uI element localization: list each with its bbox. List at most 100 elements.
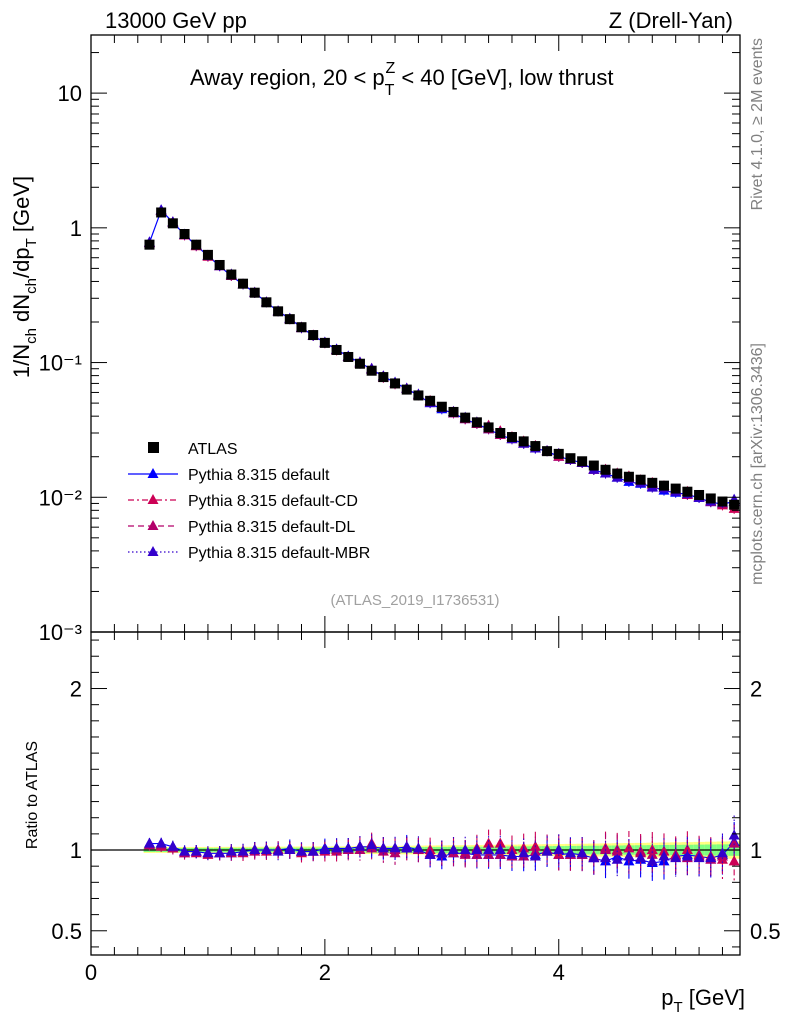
atlas-point xyxy=(156,207,167,218)
atlas-point xyxy=(471,417,482,428)
ratio-point xyxy=(600,852,612,863)
atlas-point xyxy=(401,384,412,395)
ratio-point xyxy=(646,848,658,859)
ratio-point xyxy=(436,847,448,858)
atlas-point xyxy=(623,471,634,482)
atlas-point xyxy=(600,464,611,475)
ratio-ytick-label-right: 1 xyxy=(750,838,762,863)
ratio-point xyxy=(167,840,179,851)
ratio-xtick-labels: 0 2 4 xyxy=(85,960,565,985)
atlas-point xyxy=(144,239,155,250)
atlas-point xyxy=(705,493,716,504)
legend-marker xyxy=(148,442,159,453)
process-label: Z (Drell-Yan) xyxy=(609,8,733,33)
ratio-point xyxy=(331,842,343,853)
ratio-point xyxy=(202,847,214,858)
atlas-point xyxy=(167,218,178,229)
atlas-point xyxy=(436,401,447,412)
atlas-point xyxy=(670,483,681,494)
atlas-point xyxy=(612,468,623,479)
atlas-point xyxy=(542,446,553,457)
atlas-point xyxy=(448,406,459,417)
xlabel: pT [GeV] xyxy=(661,985,745,1016)
ratio-point xyxy=(295,845,307,856)
atlas-point xyxy=(226,269,237,280)
ratio-ytick-label: 2 xyxy=(70,677,82,702)
ratio-point xyxy=(716,847,728,858)
ratio-point xyxy=(564,847,576,858)
ratio-point xyxy=(249,844,261,855)
ratio-ytick-label: 0.5 xyxy=(51,919,82,944)
atlas-point xyxy=(658,480,669,491)
ratio-point xyxy=(389,842,401,853)
main-axis-ticks xyxy=(90,35,740,633)
series-4 xyxy=(143,204,740,508)
ratio-ytick-label-right: 0.5 xyxy=(750,919,781,944)
ratio-point xyxy=(319,844,331,855)
ytick-label: 1 xyxy=(70,216,82,241)
energy-label: 13000 GeV pp xyxy=(105,8,247,33)
series-atlas xyxy=(144,207,740,510)
ratio-point xyxy=(494,844,506,855)
legend-item: Pythia 8.315 default-DL xyxy=(128,519,355,536)
ratio-point xyxy=(576,847,588,858)
ratio-point xyxy=(728,829,740,840)
atlas-point xyxy=(483,422,494,433)
ratio-point xyxy=(646,855,658,866)
atlas-point xyxy=(202,249,213,260)
mcplots-label: mcplots.cern.ch [arXiv:1306.3436] xyxy=(749,343,766,585)
legend-label: Pythia 8.315 default xyxy=(188,467,330,484)
ratio-point xyxy=(483,844,495,855)
ytick-label: 10 xyxy=(58,81,82,106)
atlas-point xyxy=(694,489,705,500)
ratio-point xyxy=(424,848,436,859)
atlas-point xyxy=(273,306,284,317)
ratio-point xyxy=(705,852,717,863)
legend-item: Pythia 8.315 default-CD xyxy=(128,493,358,510)
ratio-point xyxy=(225,845,237,856)
legend-marker xyxy=(147,494,159,504)
atlas-point xyxy=(390,378,401,389)
ratio-point xyxy=(623,850,635,861)
atlas-point xyxy=(565,453,576,464)
legend-marker xyxy=(147,468,159,478)
atlas-point xyxy=(261,297,272,308)
rivet-label: Rivet 4.1.0, ≥ 2M events xyxy=(749,38,766,210)
ratio-point xyxy=(272,845,284,856)
atlas-point xyxy=(191,239,202,250)
atlas-point xyxy=(413,390,424,401)
main-panel: 10⁻³ 10⁻² 10⁻¹ 1 10 Away region, 20 < pTZ < … xyxy=(9,34,741,645)
atlas-point xyxy=(284,314,295,325)
legend-item: ATLAS xyxy=(148,441,238,458)
main-frame xyxy=(90,34,741,633)
atlas-point xyxy=(331,344,342,355)
ratio-point xyxy=(260,844,272,855)
atlas-point xyxy=(425,395,436,406)
ratio-point xyxy=(401,842,413,853)
legend-item: Pythia 8.315 default xyxy=(128,467,330,484)
ratio-ylabel: Ratio to ATLAS xyxy=(24,741,41,849)
atlas-point xyxy=(460,412,471,423)
legend-marker xyxy=(147,520,159,530)
ytick-label: 10⁻³ xyxy=(39,620,82,645)
ratio-point xyxy=(588,852,600,863)
ratio-point xyxy=(728,837,740,848)
ratio-point xyxy=(412,842,424,853)
ratio-axis-ticks xyxy=(90,632,740,955)
ratio-panel: 0.5 0.5 1 1 2 2 0 2 4 Ratio to ATLAS pT [GeV] xyxy=(24,631,781,1016)
ratio-ytick-label-right: 2 xyxy=(750,677,762,702)
ratio-point xyxy=(693,852,705,863)
atlas-point xyxy=(635,474,646,485)
ratio-point xyxy=(342,842,354,853)
atlas-point xyxy=(378,372,389,383)
legend-label: ATLAS xyxy=(188,441,238,458)
plot-title: Away region, 20 < pTZ < 40 [GeV], low th… xyxy=(190,60,614,99)
atlas-point xyxy=(238,278,249,289)
ratio-point xyxy=(448,844,460,855)
atlas-point xyxy=(553,448,564,459)
ratio-point xyxy=(600,844,612,855)
atlas-point xyxy=(354,358,365,369)
analysis-id-label: (ATLAS_2019_I1736531) xyxy=(330,592,499,609)
ratio-point xyxy=(518,847,530,858)
atlas-point xyxy=(530,441,541,452)
